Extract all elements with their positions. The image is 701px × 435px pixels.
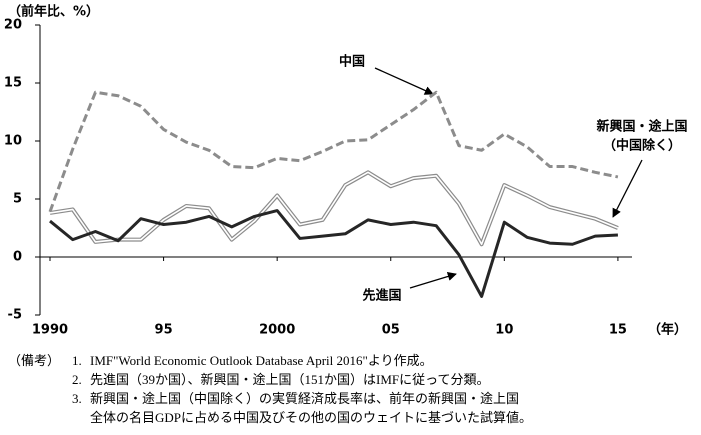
- x-tick-label: 2000: [259, 323, 295, 338]
- series-label: 先進国: [362, 288, 401, 304]
- y-tick-label: 0: [13, 250, 22, 265]
- note-number: 1.: [72, 353, 82, 368]
- series-label: （中国除く）: [603, 138, 681, 154]
- note-text: 全体の名目GDPに占める中国及びその他の国のウェイトに基づいた試算値。: [90, 410, 532, 425]
- x-tick-label: 1990: [32, 323, 68, 338]
- y-tick-label: 15: [4, 76, 22, 91]
- y-tick-label: 5: [13, 192, 22, 207]
- y-tick-label: 20: [4, 18, 22, 33]
- note-text: 先進国（39か国）、新興国・途上国（151か国）はIMFに従って分類。: [90, 372, 489, 387]
- x-tick-label: 10: [495, 323, 513, 338]
- series-line-inner: [49, 171, 619, 246]
- note-number: 3.: [72, 391, 82, 406]
- note-text: 新興国・途上国（中国除く）の実質経済成長率は、前年の新興国・途上国: [90, 391, 519, 406]
- y-tick-label: -5: [8, 308, 22, 323]
- x-tick-label: 95: [155, 323, 173, 338]
- x-axis-label: （年）: [648, 322, 687, 338]
- arrow: [409, 272, 457, 289]
- y-tick-label: 10: [4, 134, 22, 149]
- y-axis-label: （前年比、%）: [8, 4, 99, 20]
- arrow: [612, 159, 643, 218]
- notes-label: （備考）: [8, 353, 60, 368]
- x-tick-label: 15: [609, 323, 627, 338]
- series-label: 新興国・途上国: [596, 119, 687, 135]
- note-text: IMF"World Economic Outlook Database Apri…: [90, 353, 433, 368]
- series-line: [49, 170, 619, 247]
- series-line: [48, 90, 619, 213]
- x-tick-label: 05: [382, 323, 400, 338]
- arrow: [374, 67, 434, 95]
- note-number: 2.: [72, 372, 82, 387]
- series-label: 中国: [339, 54, 365, 70]
- series-line: [49, 209, 618, 298]
